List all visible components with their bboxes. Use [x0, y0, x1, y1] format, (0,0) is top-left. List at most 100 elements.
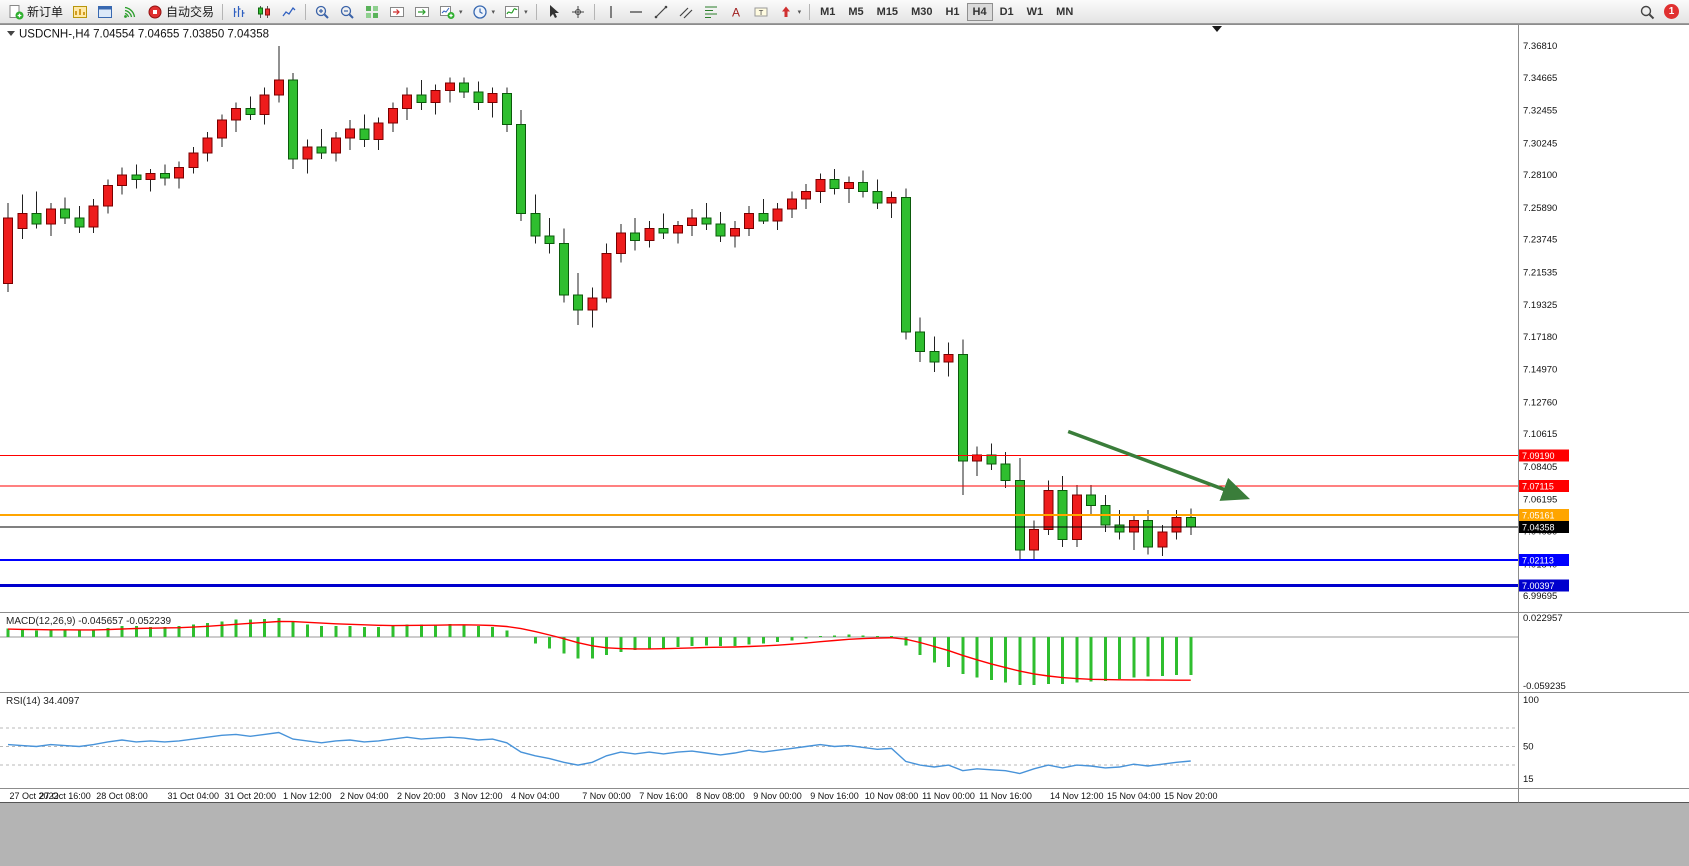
candle: [302, 139, 313, 174]
channel-button[interactable]: [674, 1, 698, 23]
cursor-button[interactable]: [541, 1, 565, 23]
trend-arrow-annotation[interactable]: [1067, 429, 1251, 501]
time-axis-label: 11 Nov 00:00: [922, 791, 975, 801]
arrows-button[interactable]: ▾: [774, 1, 806, 23]
zoom-out-button[interactable]: [335, 1, 359, 23]
time-axis-label: 8 Nov 08:00: [696, 791, 745, 801]
vertical-line-button[interactable]: [599, 1, 623, 23]
bar-chart-button[interactable]: [227, 1, 251, 23]
rsi-axis-label: 15: [1523, 774, 1534, 785]
chart-shift-button[interactable]: [385, 1, 409, 23]
price-badge: 7.04358: [1519, 520, 1569, 533]
period-button[interactable]: ▾: [468, 1, 500, 23]
timeframe-h1[interactable]: H1: [945, 5, 960, 18]
macd-histogram: [6, 617, 1193, 685]
price-axis-label: 7.14970: [1523, 365, 1557, 376]
time-axis-label: 9 Nov 00:00: [753, 791, 802, 801]
chart-canvas: USDCNH-,H4 7.04554 7.04655 7.03850 7.043…: [0, 24, 1689, 866]
candle: [245, 96, 256, 121]
timeframe-m1[interactable]: M1: [820, 5, 836, 18]
candle: [1128, 514, 1139, 551]
indicators-button[interactable]: ▾: [500, 1, 532, 23]
zoom-in-button[interactable]: [310, 1, 334, 23]
candle: [701, 203, 712, 230]
candle: [387, 102, 398, 133]
signal-icon: [122, 4, 138, 20]
text-button[interactable]: A: [724, 1, 748, 23]
horizontal-line-button[interactable]: [624, 1, 648, 23]
fibonacci-button[interactable]: [699, 1, 723, 23]
chart-title: USDCNH-,H4 7.04554 7.04655 7.03850 7.043…: [19, 29, 269, 41]
notification-badge[interactable]: 1: [1664, 4, 1679, 19]
candle: [345, 120, 355, 150]
candle: [815, 173, 826, 204]
candlestick-chart-button[interactable]: [252, 1, 276, 23]
candle: [829, 169, 840, 195]
tile-windows-icon: [364, 4, 380, 20]
trendline-button[interactable]: [649, 1, 673, 23]
candle: [273, 46, 284, 103]
candle: [288, 72, 298, 170]
search-button[interactable]: [1635, 1, 1659, 23]
candlestick-series: [3, 46, 1196, 559]
candle: [88, 198, 99, 233]
timeframe-mn[interactable]: MN: [1056, 5, 1074, 18]
auto-trading-button[interactable]: 自动交易: [143, 1, 218, 23]
svg-text:7.07115: 7.07115: [1522, 482, 1554, 492]
price-badge: 7.02113: [1519, 554, 1569, 567]
candle: [915, 317, 925, 362]
candle: [416, 80, 427, 110]
horizontal-line-icon: [628, 4, 644, 20]
chart-window[interactable]: USDCNH-,H4 7.04554 7.04655 7.03850 7.043…: [0, 24, 1689, 866]
candle: [487, 87, 498, 118]
candle: [231, 102, 241, 133]
chart-background: [0, 24, 1689, 803]
time-axis-label: 10 Nov 08:00: [865, 791, 919, 801]
candle: [957, 339, 968, 496]
rsi-line: [7, 731, 1191, 775]
candle: [60, 197, 70, 224]
timeframe-w1[interactable]: W1: [1026, 5, 1044, 18]
market-watch-button[interactable]: [68, 1, 92, 23]
new-order-button[interactable]: 新订单: [4, 1, 67, 23]
candle: [45, 203, 56, 236]
candle: [1043, 480, 1054, 536]
candle: [131, 164, 142, 189]
timeframe-h4[interactable]: H4: [966, 2, 993, 21]
auto-trading-button-label: 自动交易: [166, 5, 215, 19]
auto-scroll-button[interactable]: [410, 1, 434, 23]
time-axis-label: 31 Oct 20:00: [224, 791, 276, 801]
svg-text:7.04358: 7.04358: [1522, 522, 1555, 532]
macd-axis-min: -0.059235: [1523, 681, 1566, 692]
toolbar-separator: [305, 3, 307, 20]
rsi-label: RSI(14) 34.4097: [6, 696, 80, 707]
timeframe-d1[interactable]: D1: [999, 5, 1014, 18]
timeframe-m5[interactable]: M5: [848, 5, 864, 18]
time-axis-label: 15 Nov 20:00: [1164, 791, 1218, 801]
chart-shift-marker[interactable]: [1212, 26, 1222, 32]
macd-axis-max: 0.022957: [1523, 613, 1563, 624]
candle: [17, 194, 28, 239]
tile-windows-button[interactable]: [360, 1, 384, 23]
signal-button[interactable]: [118, 1, 142, 23]
chart-window-button[interactable]: [93, 1, 117, 23]
timeframe-m15[interactable]: M15: [876, 5, 899, 18]
time-axis-label: 27 Oct 2022: [9, 791, 58, 801]
indicators-icon: [504, 4, 520, 20]
crosshair-button[interactable]: [566, 1, 590, 23]
candle: [202, 132, 213, 162]
new-chart-icon: [439, 4, 455, 20]
toolbar-separator: [535, 3, 537, 20]
svg-text:A: A: [732, 5, 740, 19]
price-badge: 7.09190: [1519, 449, 1569, 462]
candle: [1157, 524, 1168, 556]
new-chart-button[interactable]: ▾: [435, 1, 467, 23]
chart-menu-arrow[interactable]: [7, 31, 15, 36]
rsi-axis-label: 50: [1523, 742, 1534, 753]
price-axis-label: 7.23745: [1523, 235, 1557, 246]
timeframe-m30[interactable]: M30: [911, 5, 933, 18]
line-chart-button[interactable]: [277, 1, 301, 23]
label-button[interactable]: T: [749, 1, 773, 23]
candle: [729, 221, 740, 248]
zoom-out-icon: [339, 4, 355, 20]
